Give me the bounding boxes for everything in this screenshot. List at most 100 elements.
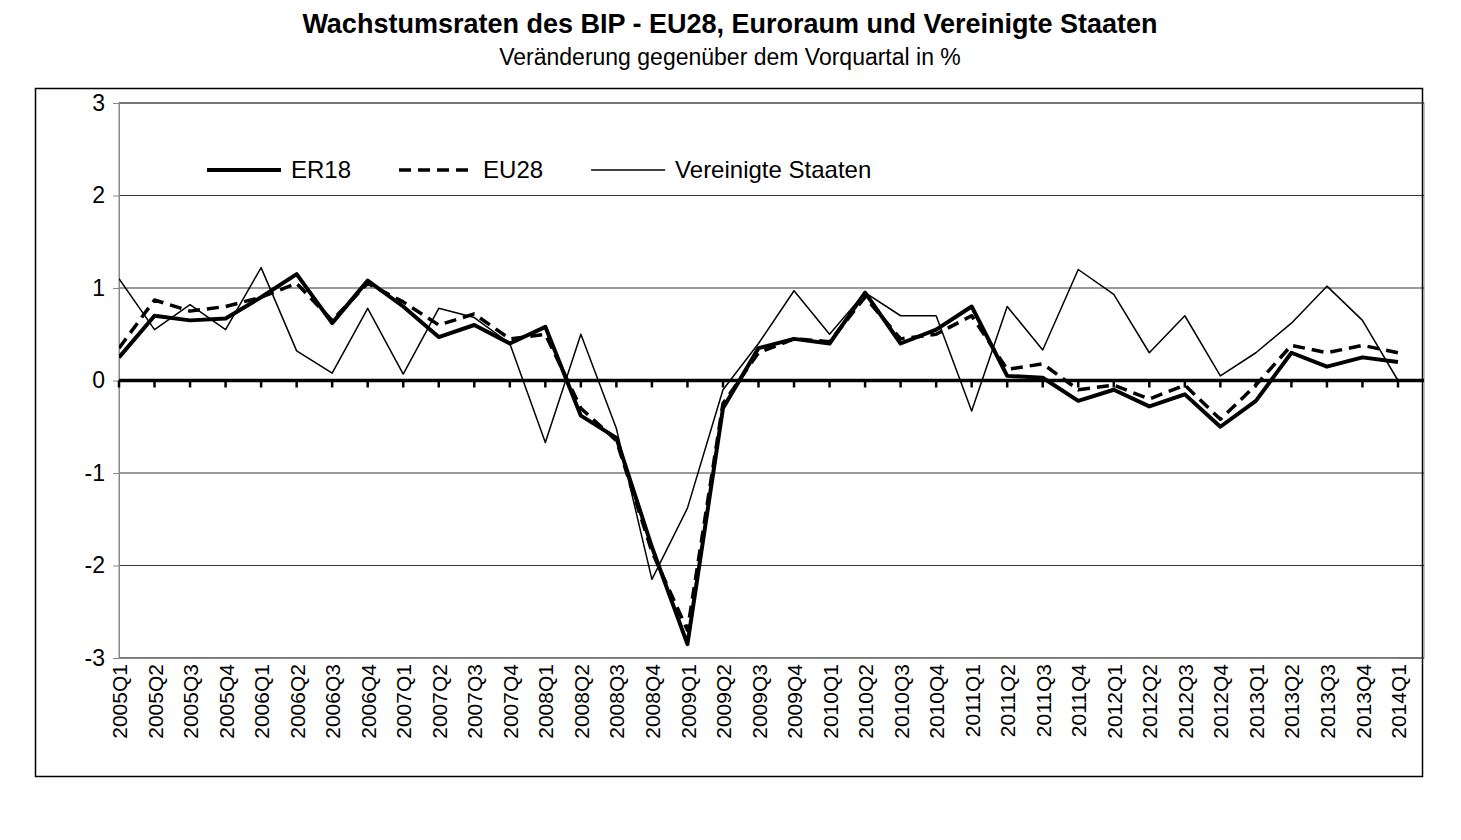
series-line — [119, 268, 1398, 580]
y-tick-label: 3 — [92, 90, 105, 116]
y-tick-mark — [113, 566, 119, 567]
x-tick: 2013Q4 — [1352, 658, 1375, 739]
x-tick: 2013Q3 — [1316, 658, 1339, 739]
x-tick-mark — [438, 381, 441, 388]
x-tick: 2009Q2 — [712, 658, 735, 739]
x-tick-mark — [651, 381, 654, 388]
x-tick: 2009Q1 — [677, 658, 700, 739]
x-tick-mark — [1219, 381, 1222, 388]
x-tick: 2010Q3 — [890, 658, 913, 739]
y-tick-mark — [113, 288, 119, 289]
x-tick-label: 2013Q4 — [1352, 664, 1375, 739]
x-tick-label: 2009Q2 — [712, 664, 735, 739]
y-tick-mark — [113, 473, 119, 474]
x-tick-label: 2010Q4 — [925, 664, 948, 739]
chart: Wachstumsraten des BIP - EU28, Euroraum … — [0, 0, 1461, 840]
lines — [119, 268, 1398, 644]
x-tick: 2006Q4 — [357, 658, 380, 739]
x-tick: 2009Q3 — [748, 658, 771, 739]
y-tick: 3 — [92, 90, 119, 116]
x-tick-label: 2011Q3 — [1032, 664, 1055, 737]
legend-label: Vereinigte Staaten — [675, 156, 871, 183]
x-tick-label: 2008Q1 — [534, 664, 557, 739]
x-tick-mark — [1077, 381, 1080, 388]
x-tick-label: 2007Q1 — [392, 664, 415, 739]
x-tick-label: 2013Q1 — [1245, 664, 1268, 739]
x-tick-label: 2007Q4 — [499, 664, 522, 739]
x-tick-label: 2013Q2 — [1280, 664, 1303, 739]
x-tick: 2012Q1 — [1103, 658, 1126, 739]
x-tick-mark — [615, 381, 618, 388]
x-tick-label: 2011Q4 — [1067, 664, 1090, 737]
x-tick-label: 2012Q4 — [1209, 664, 1232, 739]
x-tick-mark — [1041, 381, 1044, 388]
y-tick: 0 — [92, 367, 119, 393]
x-tick: 2008Q3 — [605, 658, 628, 739]
x-tick: 2014Q1 — [1387, 658, 1410, 739]
x-tick-label: 2007Q2 — [428, 664, 451, 739]
y-tick-label: -3 — [85, 645, 105, 671]
x-tick: 2012Q3 — [1174, 658, 1197, 739]
x-tick: 2008Q4 — [641, 658, 664, 739]
x-tick-label: 2010Q1 — [819, 664, 842, 739]
legend-item: ER18 — [207, 156, 351, 183]
x-tick: 2008Q2 — [570, 658, 593, 739]
x-tick: 2012Q2 — [1138, 658, 1161, 739]
x-tick-mark — [580, 381, 583, 388]
legend-item: Vereinigte Staaten — [591, 156, 871, 183]
zero-line — [119, 379, 1424, 383]
legend-swatch — [399, 168, 473, 172]
x-tick: 2006Q2 — [286, 658, 309, 739]
grid-line — [119, 658, 1424, 659]
x-tick-mark — [366, 381, 369, 388]
x-tick-label: 2010Q2 — [854, 664, 877, 739]
x-tick-label: 2005Q3 — [179, 664, 202, 739]
x-tick-mark — [793, 381, 796, 388]
x-tick-mark — [118, 381, 121, 388]
x-tick: 2007Q3 — [463, 658, 486, 739]
y-tick-label: 0 — [92, 367, 105, 393]
x-tick: 2007Q2 — [428, 658, 451, 739]
grid-line — [119, 380, 1424, 381]
x-tick-label: 2011Q2 — [996, 664, 1019, 737]
x-tick-label: 2008Q2 — [570, 664, 593, 739]
x-tick-label: 2007Q3 — [463, 664, 486, 739]
y-tick-mark — [113, 103, 119, 104]
x-tick: 2006Q1 — [250, 658, 273, 739]
x-tick-label: 2008Q3 — [605, 664, 628, 739]
x-tick-label: 2013Q3 — [1316, 664, 1339, 739]
y-tick-label: -1 — [85, 460, 105, 486]
series-line — [119, 283, 1398, 630]
y-tick: -1 — [85, 460, 119, 486]
grid-line — [119, 103, 1424, 104]
x-tick-mark — [331, 381, 334, 388]
x-tick-mark — [1326, 381, 1329, 388]
x-tick-label: 2008Q4 — [641, 664, 664, 739]
x-tick-label: 2011Q1 — [961, 664, 984, 737]
y-axis-line — [113, 104, 120, 659]
title: Wachstumsraten des BIP - EU28, Euroraum … — [302, 9, 1157, 39]
x-tick-mark — [295, 381, 298, 388]
x-tick: 2005Q1 — [108, 658, 131, 739]
x-tick-mark — [828, 381, 831, 388]
x-tick-mark — [864, 381, 867, 388]
x-tick-label: 2006Q4 — [357, 664, 380, 739]
x-tick-label: 2005Q1 — [108, 664, 131, 739]
legend-item: EU28 — [399, 156, 543, 183]
x-tick-label: 2006Q2 — [286, 664, 309, 739]
x-tick: 2011Q2 — [996, 658, 1019, 737]
grid-line — [119, 473, 1424, 474]
y-axis: -3-2-10123 — [85, 90, 120, 671]
y-tick-label: 1 — [92, 275, 105, 301]
x-tick-label: 2005Q4 — [215, 664, 238, 739]
y-tick: 2 — [92, 182, 119, 208]
subtitle: Veränderung gegenüber dem Vorquartal in … — [499, 44, 961, 70]
x-tick-mark — [686, 381, 689, 388]
x-tick: 2011Q3 — [1032, 658, 1055, 737]
grid — [119, 103, 1424, 658]
x-axis-line — [120, 658, 1399, 659]
x-tick: 2005Q2 — [144, 658, 167, 739]
x-tick-mark — [544, 381, 547, 388]
x-tick-label: 2009Q4 — [783, 664, 806, 739]
x-tick-mark — [1113, 381, 1116, 388]
